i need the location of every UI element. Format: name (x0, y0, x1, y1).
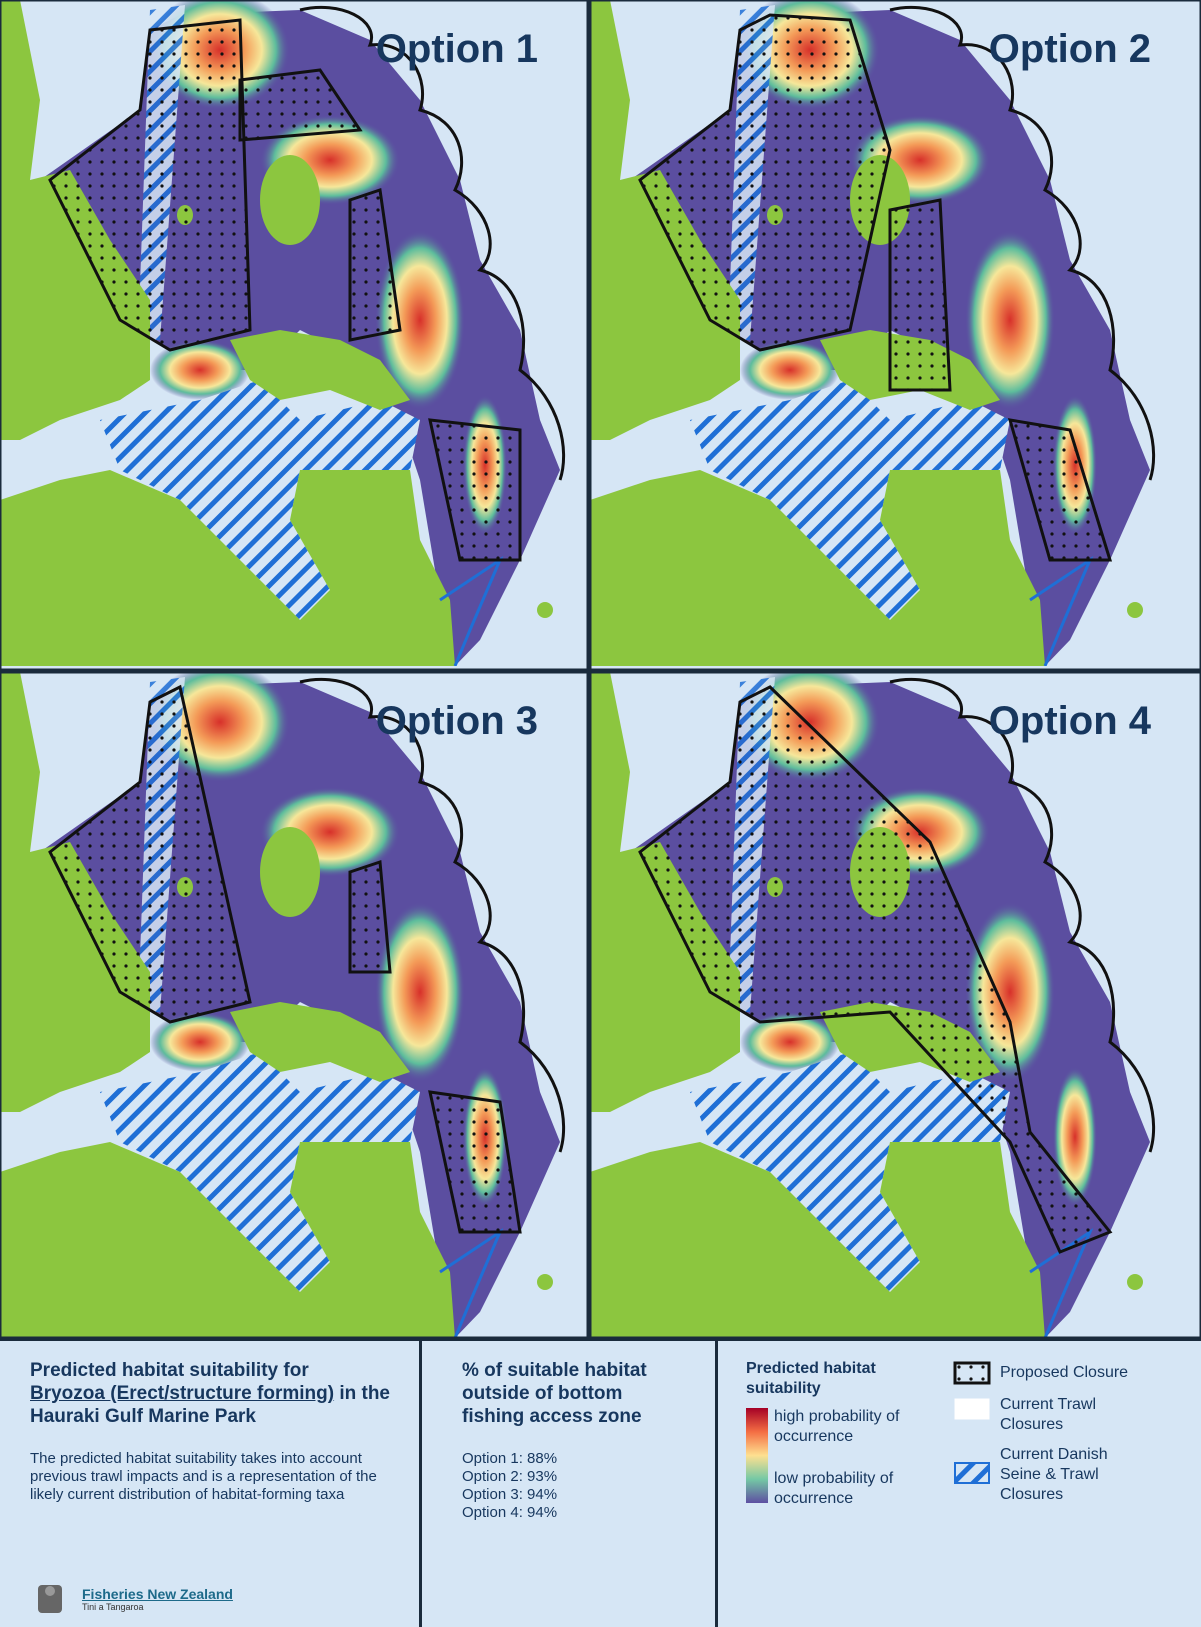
map-panel: Option 3 (0, 662, 588, 1338)
title-prefix: Predicted habitat suitability for (30, 1360, 309, 1381)
scale-heading: Predicted habitat suitability (746, 1359, 926, 1399)
option-title: Option 3 (376, 699, 538, 743)
map-panel: Option 2 (590, 0, 1201, 670)
key-proposed: Proposed Closure (1000, 1363, 1128, 1383)
key-symbols (953, 1361, 993, 1521)
stats-list: Option 1: 88%Option 2: 93%Option 3: 94%O… (462, 1450, 715, 1522)
map-panel: Option 1 (0, 0, 588, 670)
key-column: Predicted habitat suitability high proba… (718, 1341, 1201, 1627)
map-grid: Option 1 Option 2 Option 3 Option 4 (0, 0, 1201, 1338)
stat: Option 1: 88% (462, 1450, 715, 1468)
crest (30, 1581, 70, 1617)
scale-high: high probability of occurrence (774, 1407, 924, 1447)
stats-heading: % of suitable habitat outside of bottom … (462, 1359, 682, 1428)
description: The predicted habitat suitability takes … (30, 1450, 400, 1504)
stat: Option 4: 94% (462, 1504, 715, 1522)
stat: Option 2: 93% (462, 1468, 715, 1486)
scale-bar (746, 1408, 768, 1503)
stat: Option 3: 94% (462, 1486, 715, 1504)
base-map (590, 0, 1178, 666)
option-title: Option 2 (989, 27, 1151, 71)
option-title: Option 4 (989, 699, 1152, 743)
page: {"panels": [{"title": "Option 1"}, {"tit… (0, 0, 1201, 1627)
scale-low: low probability of occurrence (774, 1469, 924, 1509)
logo-sub: Tini a Tangaroa (82, 1602, 233, 1612)
base-map (0, 662, 588, 1338)
key-trawl: Current Trawl Closures (1000, 1395, 1140, 1435)
logo-name: Fisheries New Zealand (82, 1586, 233, 1602)
stats-column: % of suitable habitat outside of bottom … (422, 1341, 718, 1627)
species[interactable]: Bryozoa (Erect/structure forming) (30, 1383, 334, 1404)
option-title: Option 1 (376, 27, 538, 71)
key-danish: Current Danish Seine & Trawl Closures (1000, 1445, 1140, 1505)
map-panel: Option 4 (590, 662, 1201, 1338)
